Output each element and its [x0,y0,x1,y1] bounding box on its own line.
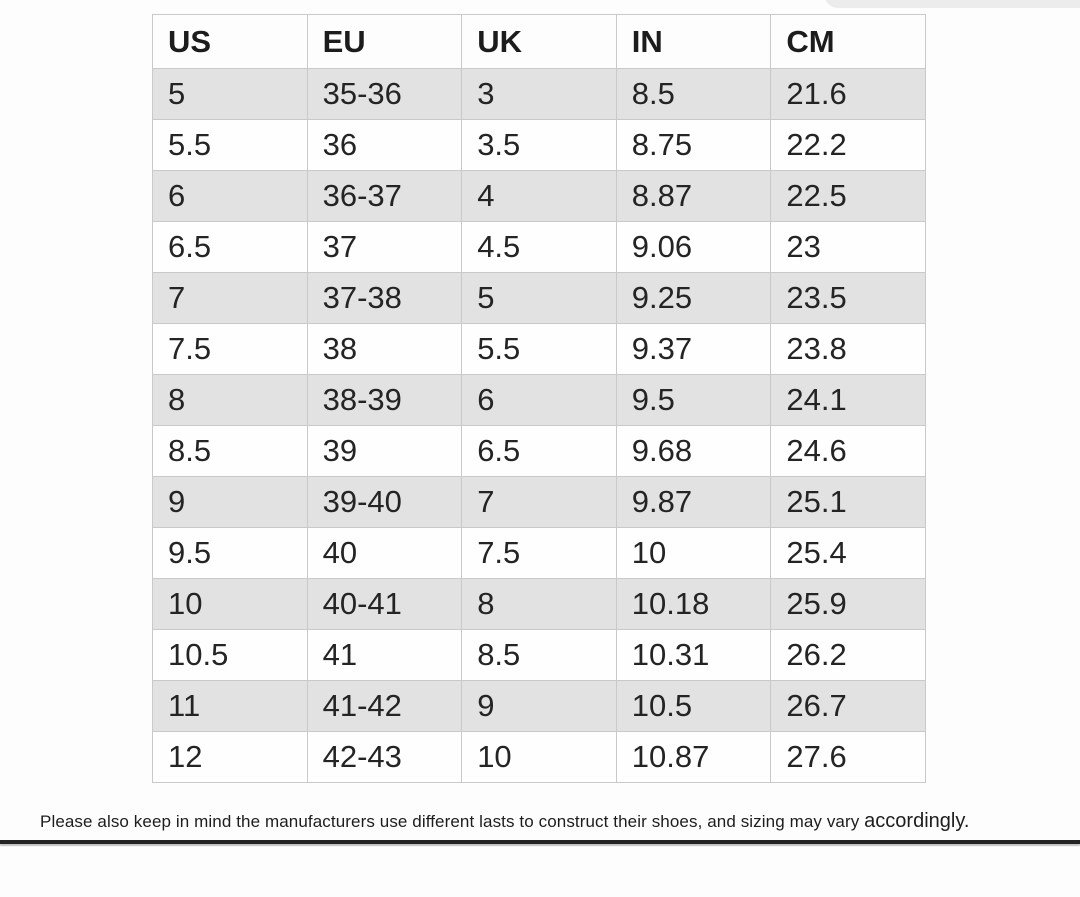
table-cell-uk: 9 [461,680,617,732]
table-row: 6.5 37 4.5 9.06 23 [152,221,926,273]
table-cell-uk: 7 [461,476,617,528]
table-cell-in: 9.87 [615,476,772,528]
table-cell-us: 12 [152,731,308,783]
table-cell-cm: 23.5 [770,272,926,324]
table-cell-cm: 24.1 [770,374,926,426]
table-cell-eu: 41-42 [306,680,463,732]
top-right-rounded-fragment [824,0,1080,8]
table-cell-cm: 22.2 [770,119,926,171]
size-table-header: US EU UK IN CM [152,14,926,69]
table-cell-in: 10.5 [615,680,772,732]
table-cell-eu: 35-36 [306,68,463,120]
sizing-disclaimer-emphasis: accordingly. [864,810,970,832]
sizing-disclaimer-text: Please also keep in mind the manufacture… [40,812,860,831]
table-cell-eu: 37 [306,221,463,273]
table-row: 6 36-37 4 8.87 22.5 [152,170,926,222]
table-cell-eu: 37-38 [306,272,463,324]
table-cell-eu: 38-39 [306,374,463,426]
table-cell-uk: 4 [461,170,617,222]
column-header-uk: UK [461,14,617,69]
table-row: 9.5 40 7.5 10 25.4 [152,527,926,579]
size-conversion-table: US EU UK IN CM 5 35-36 3 8.5 21.6 5.5 36 3.5 8.7… [152,14,926,783]
table-cell-uk: 10 [461,731,617,783]
column-header-eu: EU [306,14,463,69]
table-row: 5.5 36 3.5 8.75 22.2 [152,119,926,171]
table-row: 10.5 41 8.5 10.31 26.2 [152,629,926,681]
table-row: 8 38-39 6 9.5 24.1 [152,374,926,426]
column-header-us: US [152,14,308,69]
table-cell-eu: 39 [306,425,463,477]
table-cell-eu: 36-37 [306,170,463,222]
table-cell-in: 9.37 [615,323,772,375]
table-cell-in: 8.87 [615,170,772,222]
table-cell-uk: 3.5 [461,119,617,171]
table-row: 10 40-41 8 10.18 25.9 [152,578,926,630]
table-cell-in: 8.75 [615,119,772,171]
column-header-cm: CM [770,14,926,69]
bottom-divider-line [0,840,1080,844]
table-cell-eu: 38 [306,323,463,375]
table-cell-uk: 8 [461,578,617,630]
table-cell-us: 7 [152,272,308,324]
table-row: 8.5 39 6.5 9.68 24.6 [152,425,926,477]
table-cell-uk: 5 [461,272,617,324]
table-cell-cm: 24.6 [770,425,926,477]
table-cell-eu: 42-43 [306,731,463,783]
table-cell-in: 9.06 [615,221,772,273]
sizing-disclaimer: Please also keep in mind the manufacture… [40,810,1050,833]
table-cell-eu: 41 [306,629,463,681]
table-cell-cm: 27.6 [770,731,926,783]
table-cell-us: 6.5 [152,221,308,273]
table-cell-in: 9.68 [615,425,772,477]
table-cell-cm: 23 [770,221,926,273]
size-chart-container: US EU UK IN CM 5 35-36 3 8.5 21.6 5.5 36 3.5 8.7… [152,14,926,783]
table-cell-uk: 3 [461,68,617,120]
table-cell-cm: 25.4 [770,527,926,579]
table-cell-eu: 39-40 [306,476,463,528]
table-cell-us: 8 [152,374,308,426]
table-cell-eu: 36 [306,119,463,171]
table-cell-in: 10 [615,527,772,579]
table-cell-uk: 5.5 [461,323,617,375]
table-cell-cm: 25.1 [770,476,926,528]
table-cell-uk: 4.5 [461,221,617,273]
table-row: 7 37-38 5 9.25 23.5 [152,272,926,324]
table-cell-cm: 25.9 [770,578,926,630]
table-cell-us: 5.5 [152,119,308,171]
table-cell-us: 9.5 [152,527,308,579]
table-cell-in: 9.5 [615,374,772,426]
table-cell-cm: 26.2 [770,629,926,681]
column-header-in: IN [615,14,772,69]
table-cell-us: 6 [152,170,308,222]
table-cell-in: 10.31 [615,629,772,681]
table-cell-us: 8.5 [152,425,308,477]
table-cell-us: 11 [152,680,308,732]
table-cell-eu: 40 [306,527,463,579]
table-row: 7.5 38 5.5 9.37 23.8 [152,323,926,375]
table-cell-cm: 22.5 [770,170,926,222]
table-cell-in: 10.87 [615,731,772,783]
table-row: 12 42-43 10 10.87 27.6 [152,731,926,783]
table-cell-uk: 7.5 [461,527,617,579]
table-cell-in: 10.18 [615,578,772,630]
table-cell-cm: 21.6 [770,68,926,120]
table-cell-uk: 6 [461,374,617,426]
table-cell-uk: 6.5 [461,425,617,477]
table-cell-eu: 40-41 [306,578,463,630]
table-cell-us: 10.5 [152,629,308,681]
table-cell-uk: 8.5 [461,629,617,681]
table-cell-us: 10 [152,578,308,630]
table-cell-us: 9 [152,476,308,528]
header-row: US EU UK IN CM [152,14,926,69]
table-row: 5 35-36 3 8.5 21.6 [152,68,926,120]
table-cell-us: 5 [152,68,308,120]
table-cell-cm: 26.7 [770,680,926,732]
table-cell-in: 9.25 [615,272,772,324]
table-cell-cm: 23.8 [770,323,926,375]
table-row: 9 39-40 7 9.87 25.1 [152,476,926,528]
table-cell-us: 7.5 [152,323,308,375]
size-table-body: 5 35-36 3 8.5 21.6 5.5 36 3.5 8.75 22.2 6 36-37 4 8.8… [152,68,926,783]
table-cell-in: 8.5 [615,68,772,120]
table-row: 11 41-42 9 10.5 26.7 [152,680,926,732]
